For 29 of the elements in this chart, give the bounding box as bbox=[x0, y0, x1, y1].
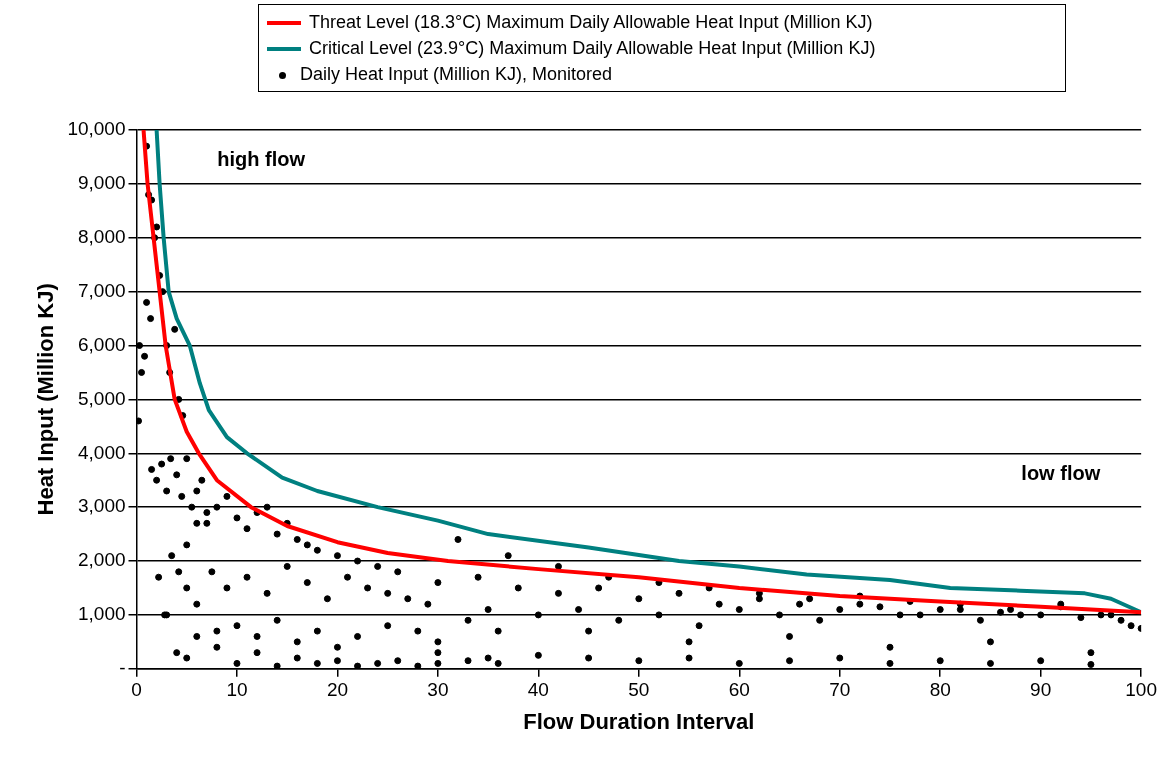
y-tick-label: 2,000 bbox=[77, 549, 126, 571]
y-tick-label: 5,000 bbox=[77, 387, 126, 409]
annotation: low flow bbox=[1021, 462, 1101, 485]
x-axis-title: Flow Duration Interval bbox=[523, 708, 755, 734]
y-tick-label: 10,000 bbox=[67, 118, 126, 140]
y-tick-label: 7,000 bbox=[77, 279, 126, 301]
y-tick-label: 8,000 bbox=[77, 225, 126, 247]
x-tick-label: 70 bbox=[829, 679, 851, 701]
x-tick-label: 60 bbox=[728, 679, 750, 701]
x-tick-label: 30 bbox=[427, 679, 449, 701]
y-tick-label: 6,000 bbox=[77, 333, 126, 355]
legend-label: Threat Level (18.3°C) Maximum Daily Allowable Heat Input (Million KJ) bbox=[309, 12, 873, 32]
y-tick-label: 3,000 bbox=[77, 495, 126, 517]
x-tick-label: 100 bbox=[1125, 679, 1157, 701]
legend-label: Critical Level (23.9°C) Maximum Daily Allowable Heat Input (Million KJ) bbox=[309, 38, 876, 58]
y-tick-label: - bbox=[119, 657, 126, 679]
annotation: high flow bbox=[217, 148, 306, 171]
y-axis-title: Heat Input (Million KJ) bbox=[33, 283, 59, 516]
x-tick-label: 40 bbox=[527, 679, 549, 701]
y-tick-label: 4,000 bbox=[77, 441, 126, 463]
x-tick-label: 10 bbox=[226, 679, 248, 701]
y-tick-label: 9,000 bbox=[77, 172, 126, 194]
x-tick-label: 90 bbox=[1030, 679, 1052, 701]
x-tick-label: 20 bbox=[326, 679, 349, 701]
legend-label: Daily Heat Input (Million KJ), Monitored bbox=[300, 64, 613, 84]
x-tick-label: 50 bbox=[628, 679, 650, 701]
y-tick-label: 1,000 bbox=[77, 603, 126, 625]
x-tick-label: 0 bbox=[131, 679, 142, 701]
x-tick-label: 80 bbox=[929, 679, 951, 701]
